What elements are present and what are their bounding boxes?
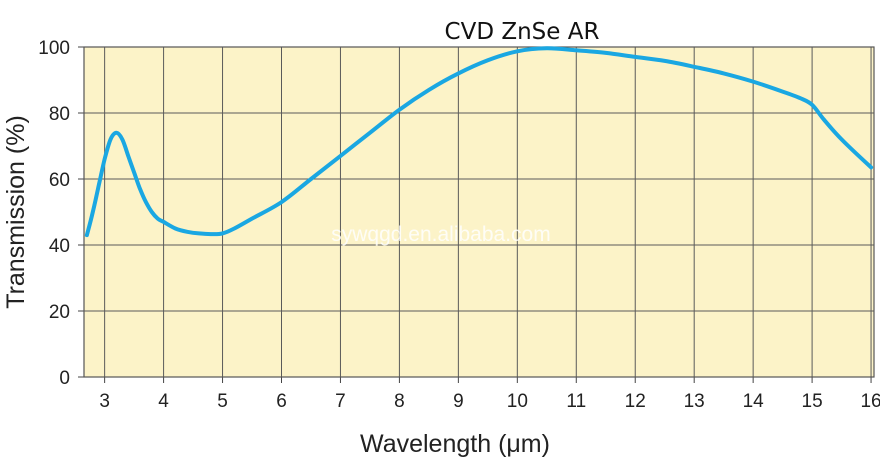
- x-tick-label: 13: [684, 391, 705, 412]
- plot-frame: [83, 46, 875, 378]
- x-tick-label: 4: [158, 391, 169, 412]
- x-axis-title: Wavelength (μm): [360, 430, 550, 458]
- plot-background: [84, 47, 874, 377]
- grid: [84, 46, 874, 378]
- x-tick-label: 6: [276, 391, 287, 412]
- x-tick-label: 7: [335, 391, 346, 412]
- x-tick-label: 9: [453, 391, 464, 412]
- x-tick-label: 11: [566, 391, 586, 412]
- x-tick-label: 5: [217, 391, 228, 412]
- x-tick-label: 8: [394, 391, 405, 412]
- y-ticks: 0 20 40 60 80 100: [38, 38, 84, 389]
- transmission-series-line: [84, 46, 874, 238]
- x-tick-label: 14: [743, 391, 765, 412]
- y-tick-label: 0: [59, 368, 70, 389]
- y-axis-title: Transmission (%): [2, 115, 30, 309]
- x-tick-label: 16: [860, 391, 880, 412]
- x-ticks: 3 4 5 6 7 8 9 10 11 12 13 14 15 16: [99, 377, 880, 412]
- x-tick-label: 12: [625, 391, 646, 412]
- y-tick-label: 100: [38, 38, 70, 59]
- x-tick-label: 3: [99, 391, 110, 412]
- y-tick-label: 40: [49, 236, 70, 257]
- y-tick-label: 80: [49, 104, 70, 125]
- chart-title: CVD ZnSe AR: [445, 19, 600, 45]
- y-tick-label: 20: [49, 302, 70, 323]
- y-tick-label: 60: [49, 170, 70, 191]
- x-tick-label: 15: [802, 391, 823, 412]
- watermark: sywqgd.en.alibaba.com: [331, 223, 550, 246]
- x-tick-label: 10: [507, 391, 528, 412]
